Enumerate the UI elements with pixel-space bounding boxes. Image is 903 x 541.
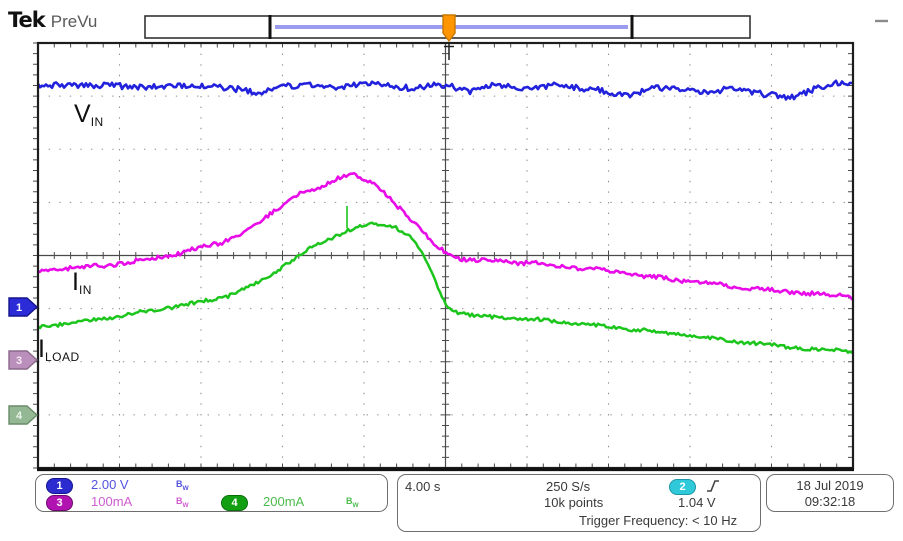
channel-4-bandwidth-icon: BW [346,497,359,510]
trigger-position-marker-icon[interactable] [442,14,456,43]
vin-base: V [74,100,91,128]
bw-w: W [352,502,359,509]
trigger-source-badge[interactable]: 2 [669,479,696,495]
channel-1-bandwidth-icon: BW [176,480,189,493]
logo-area: Tek PreVu [8,8,97,32]
bw-w: W [182,502,189,509]
channel-3-ground-marker[interactable]: 3 [8,350,39,370]
svg-text:1: 1 [16,302,22,314]
brand-logo: Tek [8,8,46,32]
vin-sub: IN [90,115,104,129]
iin-sub: IN [78,283,92,297]
iload-sub: LOAD [44,350,80,364]
trace-ch3 [38,171,853,301]
svg-text:3: 3 [16,355,22,367]
bw-b: B [176,496,183,506]
time-label: 09:32:18 [804,494,856,509]
datetime-box: 18 Jul 2019 09:32:18 [766,474,894,512]
channel-4-scale[interactable]: 200mA [263,494,305,509]
channel-4-ground-marker[interactable]: 4 [8,405,39,425]
acquisition-mode-label: PreVu [50,12,98,31]
record-length: 10k points [544,495,604,510]
channel-3-bandwidth-icon: BW [176,497,189,510]
channel-4-badge[interactable]: 4 [221,495,248,511]
channel-1-scale[interactable]: 2.00 V [91,477,129,492]
trace-ch4 [38,221,853,354]
bw-b: B [176,479,183,489]
channel-1-badge[interactable]: 1 [46,478,73,494]
horizontal-scale[interactable]: 4.00 s [405,479,441,494]
horizontal-trigger-readout-box: 4.00 s 250 S/s 2 10k points 1.04 V Trigg… [397,474,761,532]
trace-label-iload: ILOAD [38,337,80,370]
channel-readout-box: 1 2.00 V BW 3 100mA BW 4 200mA BW [35,474,388,512]
iin-base: I [72,268,79,296]
channel-3-badge[interactable]: 3 [46,495,73,511]
sample-rate: 250 S/s [546,479,591,494]
bw-b: B [346,496,353,506]
trigger-level[interactable]: 1.04 V [678,495,716,510]
trace-ch1 [38,79,853,101]
channel-3-scale[interactable]: 100mA [91,494,133,509]
trace-label-iin: IIN [72,270,92,303]
acquisition-record-bar[interactable] [144,14,751,43]
iload-base: I [38,335,45,363]
svg-text:4: 4 [16,410,23,422]
date-label: 18 Jul 2019 [796,478,864,493]
bw-w: W [182,485,189,492]
trigger-point-t-icon [444,44,454,60]
trigger-slope-rising-edge-icon[interactable] [705,478,721,494]
trigger-frequency: Trigger Frequency: < 10 Hz [579,513,738,528]
channel-1-ground-marker[interactable]: 1 [8,297,39,317]
trace-label-vin: VIN [74,102,104,135]
graticule-grid [33,42,854,469]
